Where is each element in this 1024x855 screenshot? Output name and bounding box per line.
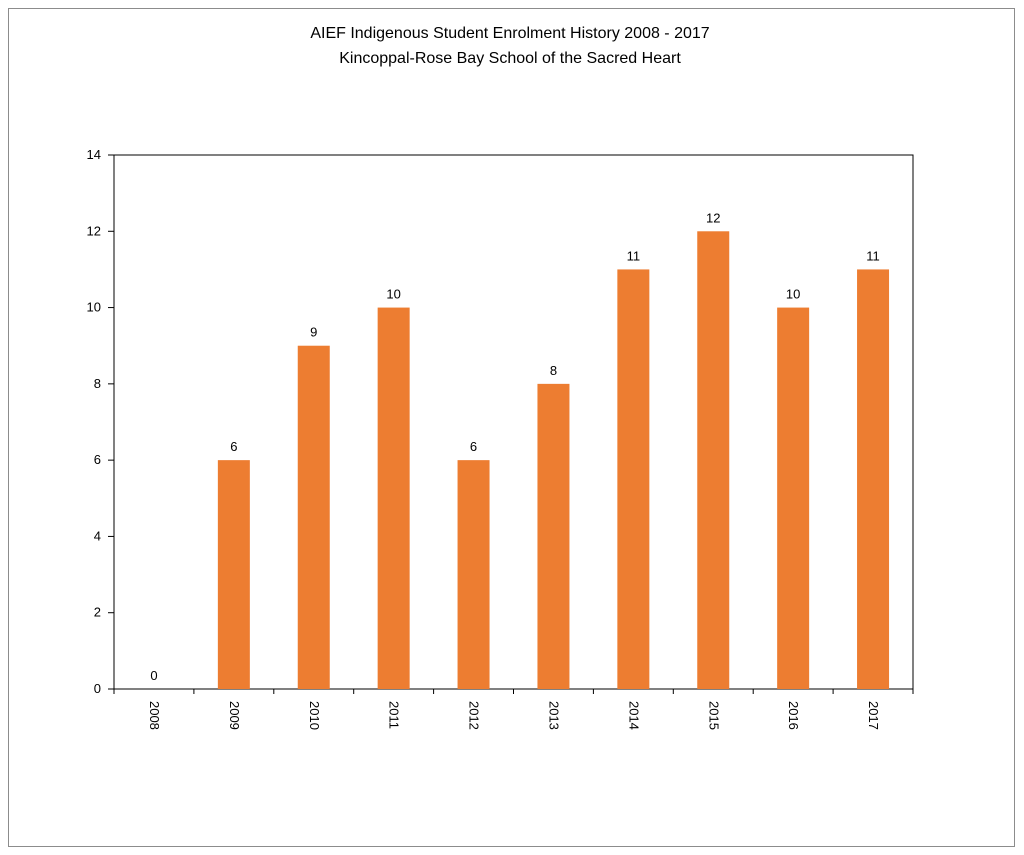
y-tick-label: 4 — [94, 528, 101, 543]
chart-subtitle: Kincoppal-Rose Bay School of the Sacred … — [339, 50, 681, 67]
data-label: 6 — [230, 439, 237, 454]
data-label: 0 — [150, 668, 157, 683]
data-label: 12 — [706, 210, 720, 225]
y-tick-label: 2 — [94, 605, 101, 620]
y-tick-label: 0 — [94, 681, 101, 696]
bar-2012 — [457, 460, 490, 689]
x-tick-label: 2013 — [546, 701, 561, 730]
x-tick-label: 2008 — [147, 701, 162, 730]
data-label: 10 — [786, 287, 800, 302]
x-tick-label: 2015 — [706, 701, 721, 730]
bar-2017 — [857, 269, 890, 689]
chart-frame — [8, 8, 1015, 847]
y-tick-label: 8 — [94, 376, 101, 391]
x-tick-label: 2012 — [467, 701, 482, 730]
bar-2015 — [697, 231, 730, 690]
bar-2013 — [537, 383, 570, 689]
bar-2011 — [377, 307, 410, 689]
data-label: 11 — [627, 248, 641, 263]
bar-2014 — [617, 269, 650, 689]
y-tick-label: 10 — [87, 300, 101, 315]
data-label: 6 — [470, 439, 477, 454]
y-tick-label: 12 — [87, 223, 101, 238]
data-label: 8 — [550, 363, 557, 378]
x-tick-label: 2017 — [866, 701, 881, 730]
data-label: 9 — [310, 325, 317, 340]
x-tick-label: 2010 — [307, 701, 322, 730]
chart-title: AIEF Indigenous Student Enrolment Histor… — [310, 25, 709, 42]
x-tick-label: 2014 — [626, 701, 641, 730]
plot-area: 0 2 4 6 8 10 12 14 0 2008 6 2009 9 2010 10 2011 6 2012 8 20… — [87, 147, 914, 730]
bar-2009 — [217, 460, 250, 689]
data-label: 11 — [866, 248, 880, 263]
bar-2016 — [777, 307, 810, 689]
data-label: 10 — [386, 287, 400, 302]
bar-2010 — [297, 345, 330, 689]
x-tick-label: 2016 — [786, 701, 801, 730]
x-tick-label: 2009 — [227, 701, 242, 730]
y-tick-label: 6 — [94, 452, 101, 467]
x-tick-label: 2011 — [387, 701, 402, 729]
y-tick-label: 14 — [87, 147, 101, 162]
